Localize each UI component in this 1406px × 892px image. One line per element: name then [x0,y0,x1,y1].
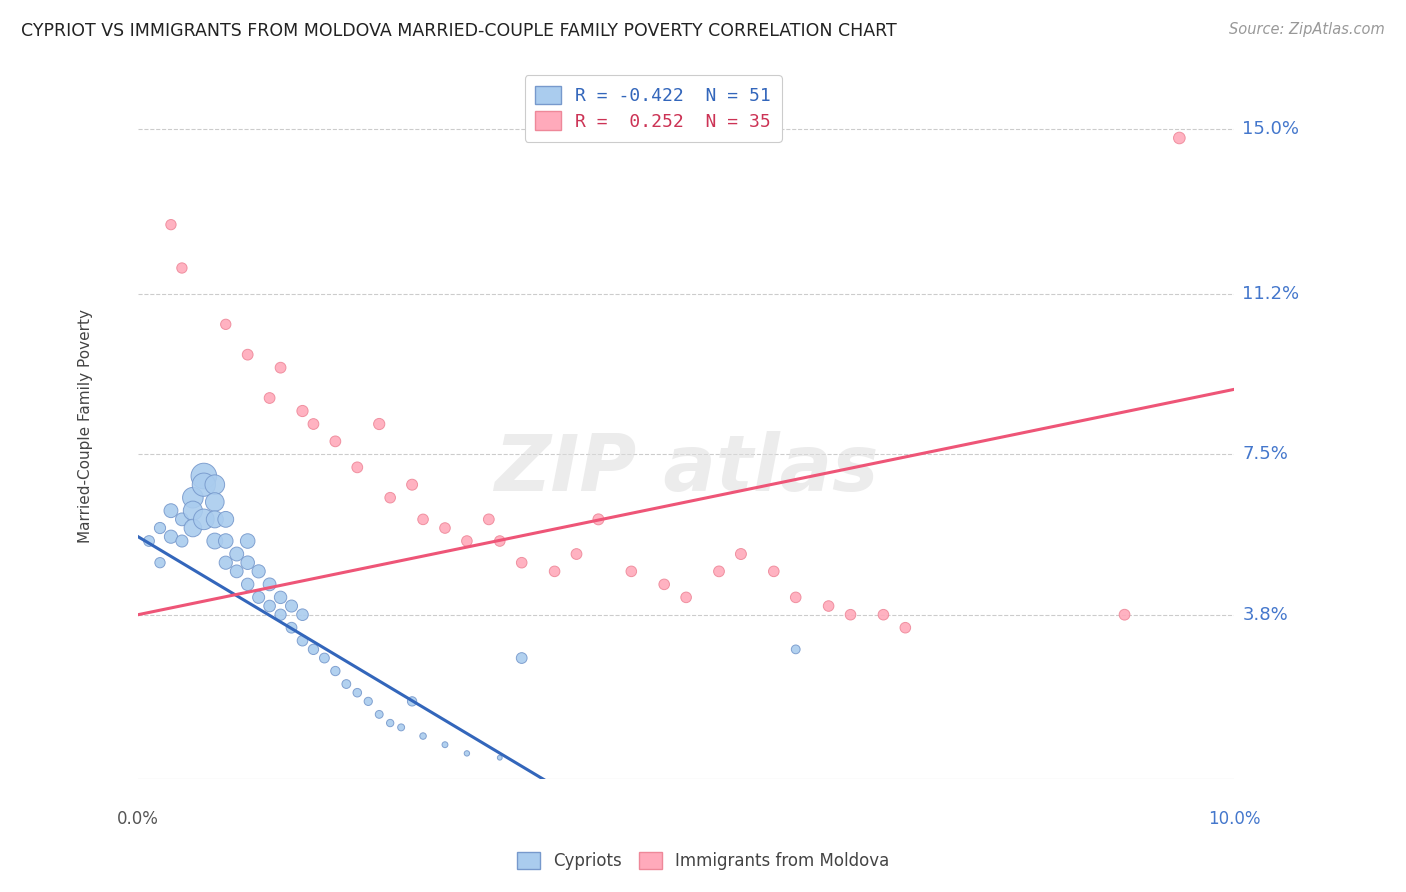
Point [170,512,193,526]
Point [588,512,610,526]
Point [215,318,238,332]
Point [401,477,423,491]
Point [149,521,172,535]
Point [215,556,238,570]
Point [785,591,807,605]
Point [488,750,510,764]
Point [204,512,226,526]
Point [1168,131,1191,145]
Point [478,512,501,526]
Point [291,633,314,648]
Point [380,491,402,505]
Text: 0.0%: 0.0% [117,810,159,828]
Point [368,417,391,431]
Point [259,599,281,613]
Point [894,621,917,635]
Point [160,218,183,232]
Point [433,521,456,535]
Point [1114,607,1136,622]
Point [181,504,204,518]
Point [543,565,565,579]
Text: 3.8%: 3.8% [1243,606,1288,624]
Point [412,729,434,743]
Text: Source: ZipAtlas.com: Source: ZipAtlas.com [1229,22,1385,37]
Point [270,591,292,605]
Point [368,707,391,722]
Point [762,565,785,579]
Point [707,565,730,579]
Point [389,720,412,734]
Point [215,534,238,549]
Point [149,556,172,570]
Point [291,607,314,622]
Point [412,512,434,526]
Point [160,504,183,518]
Point [215,512,238,526]
Text: 15.0%: 15.0% [1243,120,1299,138]
Point [675,591,697,605]
Point [270,360,292,375]
Point [314,651,336,665]
Point [346,686,368,700]
Point [204,477,226,491]
Point [270,607,292,622]
Point [872,607,894,622]
Text: 7.5%: 7.5% [1243,445,1288,463]
Point [170,534,193,549]
Point [302,417,325,431]
Text: 10.0%: 10.0% [1208,810,1260,828]
Point [236,577,259,591]
Point [225,547,247,561]
Point [456,747,478,761]
Point [193,512,215,526]
Point [236,348,259,362]
Point [302,642,325,657]
Point [138,534,160,549]
Text: Married-Couple Family Poverty: Married-Couple Family Poverty [77,310,93,543]
Point [236,556,259,570]
Point [325,664,347,678]
Point [225,565,247,579]
Point [181,521,204,535]
Point [401,694,423,708]
Text: 11.2%: 11.2% [1243,285,1299,303]
Point [357,694,380,708]
Point [730,547,752,561]
Point [259,577,281,591]
Point [170,260,193,275]
Point [193,477,215,491]
Point [291,404,314,418]
Point [565,547,588,561]
Point [204,495,226,509]
Point [620,565,643,579]
Point [335,677,357,691]
Legend: Cypriots, Immigrants from Moldova: Cypriots, Immigrants from Moldova [510,845,896,877]
Point [280,621,302,635]
Point [193,469,215,483]
Text: CYPRIOT VS IMMIGRANTS FROM MOLDOVA MARRIED-COUPLE FAMILY POVERTY CORRELATION CHA: CYPRIOT VS IMMIGRANTS FROM MOLDOVA MARRI… [21,22,897,40]
Point [510,651,533,665]
Point [488,534,510,549]
Point [652,577,675,591]
Point [785,642,807,657]
Point [817,599,839,613]
Point [247,565,270,579]
Point [839,607,862,622]
Point [433,738,456,752]
Point [247,591,270,605]
Legend: R = -0.422  N = 51, R =  0.252  N = 35: R = -0.422 N = 51, R = 0.252 N = 35 [524,75,782,142]
Point [160,530,183,544]
Point [204,534,226,549]
Point [456,534,478,549]
Point [510,556,533,570]
Point [346,460,368,475]
Text: ZIP atlas: ZIP atlas [494,431,879,507]
Point [325,434,347,449]
Point [259,391,281,405]
Point [380,716,402,731]
Point [280,599,302,613]
Point [181,491,204,505]
Point [236,534,259,549]
